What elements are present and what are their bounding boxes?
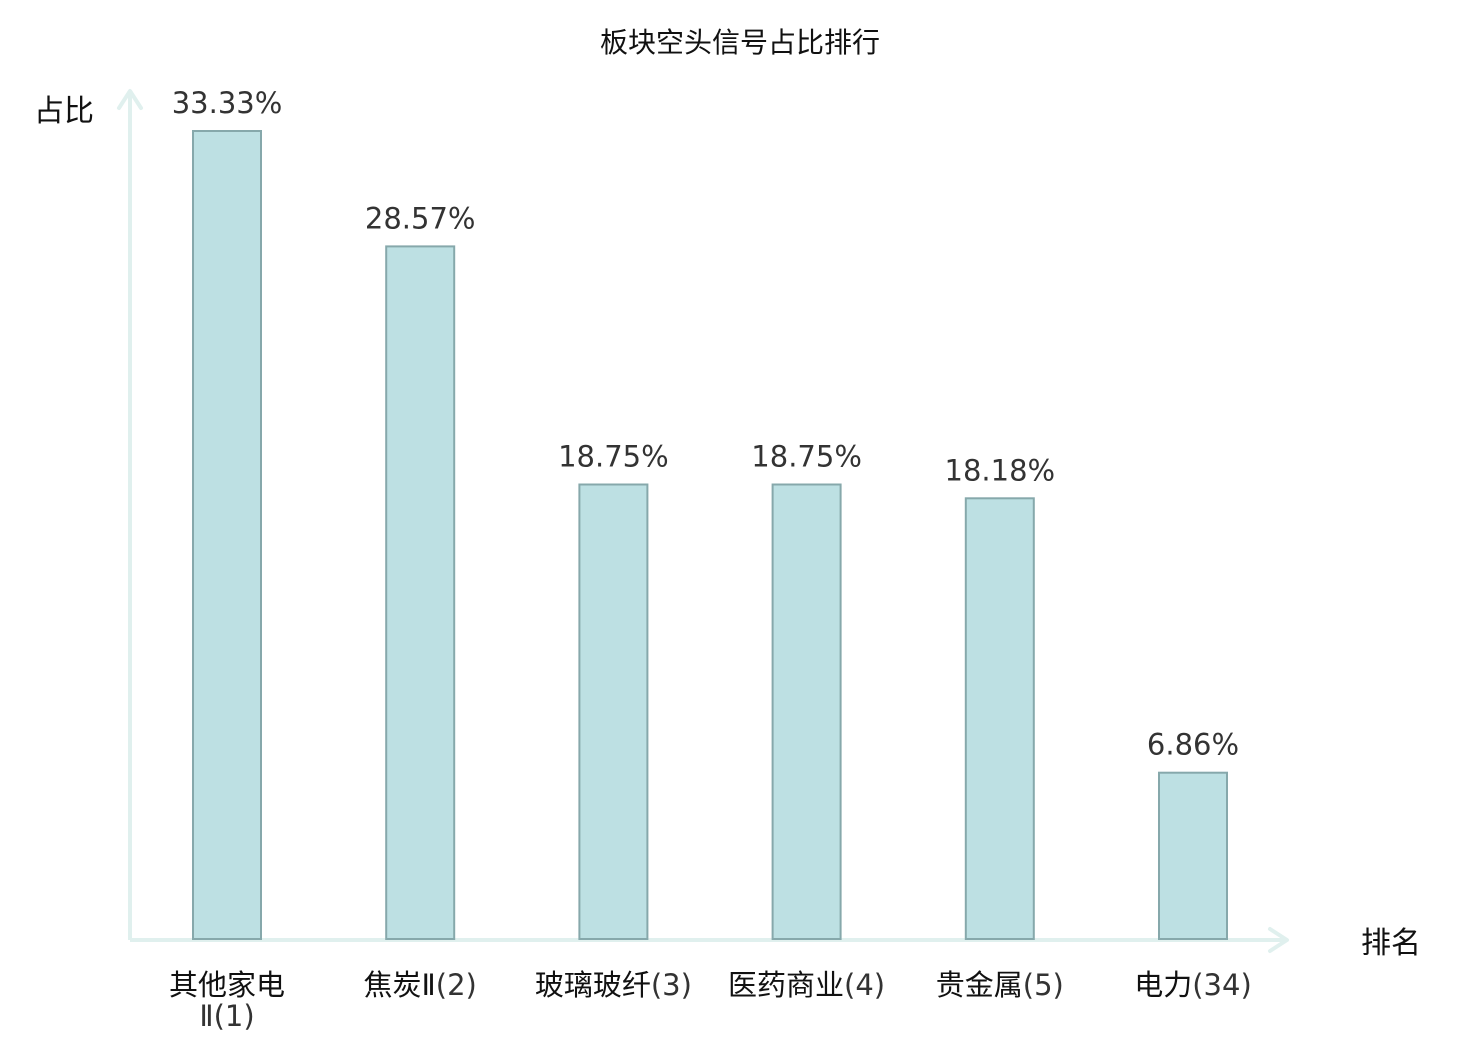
x-tick-label-name: 电力 [1134,968,1192,1002]
x-tick-label-rank: (3) [651,968,692,1002]
x-tick-label-rank: (5) [1023,968,1064,1002]
bar-value-label: 18.18% [945,453,1056,487]
bar [1158,771,1228,941]
x-tick-label-rank: (34) [1192,968,1252,1002]
y-axis [117,89,143,940]
x-tick-label-name: 玻璃玻纤 [535,968,651,1002]
x-axis-label: 排名 [1361,926,1421,961]
bar-value-label: 6.86% [1147,728,1239,762]
bar [192,130,262,940]
x-tick-label: 玻璃玻纤(3) [535,968,692,1002]
x-tick-label-name: 医药商业 [728,968,844,1002]
bar-value-label: 33.33% [172,86,283,120]
x-axis [130,927,1289,953]
x-tick-label: 其他家电 Ⅱ(1) [169,968,285,1033]
bar [771,483,842,940]
x-tick-label-rank: (1) [214,999,255,1033]
x-tick-label: 贵金属(5) [936,968,1064,1002]
bar [578,483,649,940]
x-tick-label-name: 焦炭Ⅱ [364,968,436,1002]
x-tick-label-rank: (2) [436,968,477,1002]
bar-series: 33.33% 其他家电 Ⅱ(1) 28.57% 焦炭Ⅱ(2) 18.75% 玻璃玻纤(3) 1… [169,86,1252,1033]
bar [385,245,456,940]
x-tick-label-name: 其他家电 [169,968,285,1002]
x-axis-arrow-icon [1268,927,1289,953]
x-tick-label: 焦炭Ⅱ(2) [364,968,477,1002]
chart-title: 板块空头信号占比排行 [600,26,880,59]
bar-value-label: 28.57% [365,201,476,235]
x-tick-label-rank: (4) [844,968,885,1002]
bar-value-label: 18.75% [558,440,669,474]
y-axis-arrow-icon [117,89,143,110]
bar-value-label: 18.75% [751,440,862,474]
x-tick-label: 电力(34) [1134,968,1252,1002]
x-tick-label-name-tail: Ⅱ [199,999,213,1033]
x-tick-label: 医药商业(4) [728,968,885,1002]
y-axis-label: 占比 [34,94,94,129]
bar [964,497,1035,940]
x-tick-label-name: 贵金属 [936,968,1023,1002]
